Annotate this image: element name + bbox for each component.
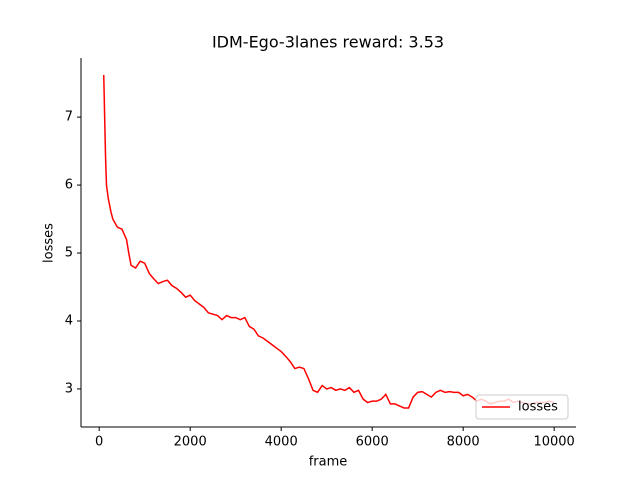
x-tick-label: 8000 (447, 435, 480, 450)
y-tick-label: 3 (65, 381, 73, 396)
x-tick-label: 2000 (174, 435, 207, 450)
y-tick-label: 5 (65, 246, 73, 261)
x-tick-label: 6000 (356, 435, 389, 450)
y-axis-label: losses (42, 223, 57, 263)
x-tick-label: 4000 (265, 435, 298, 450)
y-tick-label: 7 (65, 110, 73, 125)
y-tick-label: 4 (65, 313, 73, 328)
x-tick-label: 0 (95, 435, 103, 450)
x-axis-label: frame (309, 455, 348, 470)
y-tick-label: 6 (65, 178, 73, 193)
line-series (102, 74, 555, 409)
legend-label: losses (518, 400, 558, 415)
chart-title: IDM-Ego-3lanes reward: 3.53 (212, 33, 444, 52)
legend-box (475, 394, 569, 420)
x-tick-label: 10000 (533, 435, 574, 450)
